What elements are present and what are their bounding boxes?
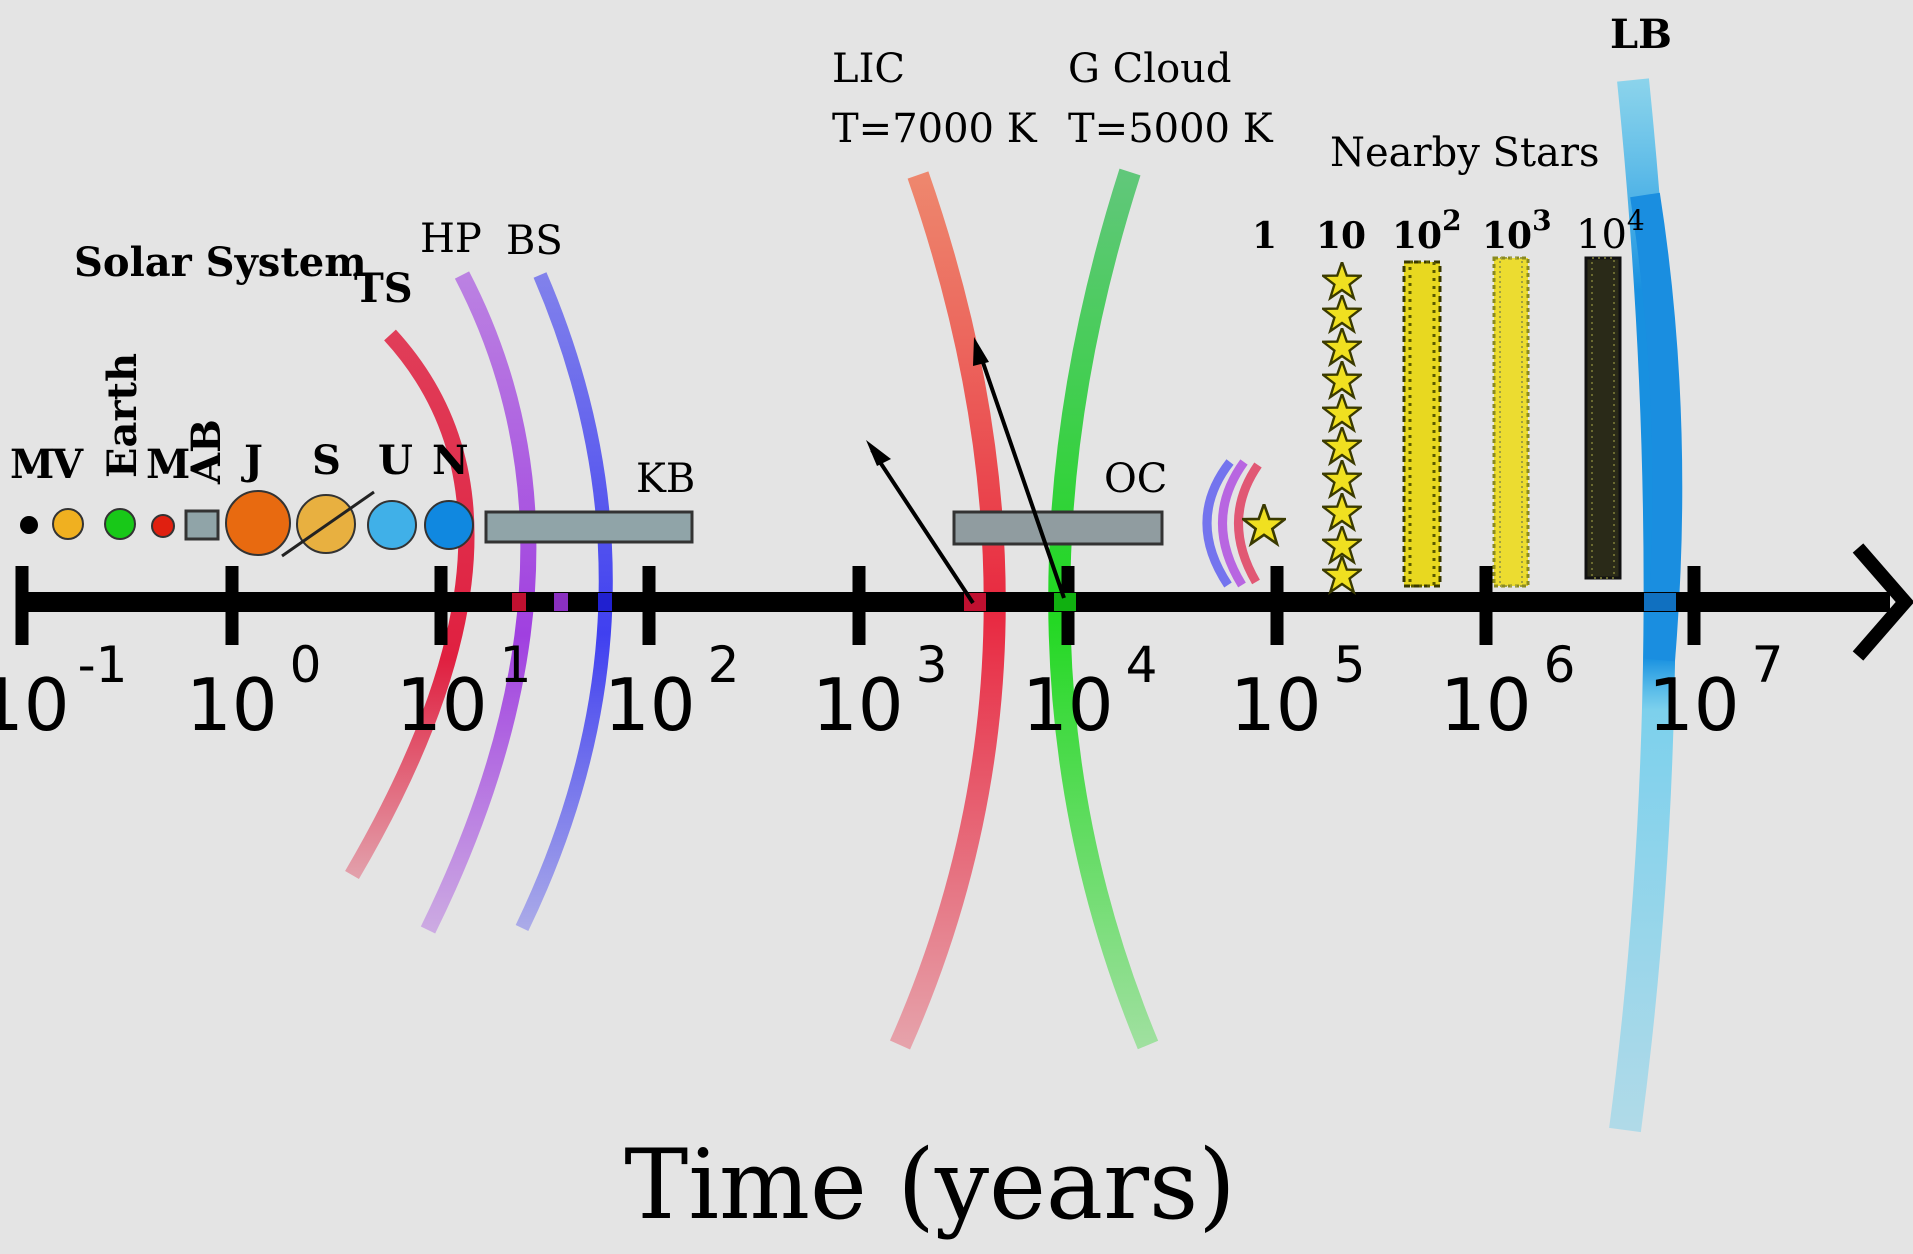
sun-star	[1242, 504, 1286, 546]
solar-system-title: Solar System	[74, 239, 367, 286]
planet-label-mars: M	[146, 441, 190, 488]
tick-labels: 10 -1 10 0 10 1 10 2 10 3 10 4 10 5 10 6 10 7	[0, 636, 1783, 747]
axis-bs-mark	[598, 593, 612, 611]
ts-label: TS	[354, 265, 413, 312]
planet-label-mercury: M	[10, 441, 54, 488]
star-column-100	[1402, 260, 1442, 588]
bs-label: BS	[506, 218, 563, 264]
tick-label-1: 10 0	[186, 636, 321, 747]
astrosphere-arc-blue	[1202, 459, 1234, 588]
planet-label-belt: AB	[183, 419, 230, 485]
astrosphere-arc-red	[1234, 462, 1262, 585]
tick-label-4: 10 3	[812, 636, 947, 747]
tick-label-5: 10 4	[1022, 636, 1157, 747]
planet-label-saturn: S	[312, 437, 341, 484]
oort-cloud-bar	[952, 510, 1164, 546]
saturn-ring	[281, 490, 375, 558]
planet-label-uranus: U	[378, 437, 413, 484]
venus-dot	[52, 508, 84, 540]
hp-label: HP	[420, 216, 482, 262]
mars-dot	[151, 514, 175, 538]
axis-ts-mark	[512, 593, 526, 611]
star-column-10000	[1584, 256, 1622, 580]
star-count-100: 102	[1392, 204, 1462, 257]
planet-label-earth: Earth	[99, 353, 146, 478]
asteroid-belt-box	[184, 509, 220, 541]
oc-label: OC	[1104, 456, 1167, 502]
lic-name: LIC	[832, 46, 905, 92]
nearby-stars-title: Nearby Stars	[1330, 130, 1600, 176]
axis-lb-mark	[1644, 593, 1676, 611]
kb-label: KB	[636, 456, 695, 502]
lb-label: LB	[1610, 11, 1672, 58]
star-column-1000	[1492, 256, 1530, 588]
earth-dot	[104, 508, 136, 540]
planet-label-neptune: N	[432, 437, 469, 484]
neptune-dot	[424, 500, 474, 550]
star-count-10000: 104	[1576, 204, 1645, 258]
solar-system-bodies	[20, 490, 474, 558]
lic-temp: T=7000 K	[832, 106, 1038, 152]
star-count-1: 1	[1252, 215, 1277, 257]
kuiper-belt-bar	[484, 510, 694, 544]
tick-label-6: 10 5	[1230, 636, 1365, 747]
axis-title: Time (years)	[624, 1129, 1235, 1241]
lic-arc	[889, 171, 1006, 1050]
tick-label-0: 10 -1	[0, 636, 127, 747]
tick-label-3: 10 2	[604, 636, 739, 747]
star-column-10	[1322, 262, 1362, 594]
velocity-arrow-left	[866, 440, 975, 605]
tick-label-8: 10 7	[1648, 636, 1783, 747]
axis-g-mark	[1054, 593, 1076, 611]
star-count-1000: 103	[1482, 204, 1552, 257]
velocity-arrow-right	[973, 337, 1066, 599]
mercury-dot	[20, 516, 38, 534]
tick-label-7: 10 6	[1440, 636, 1575, 747]
planet-label-jupiter: J	[241, 437, 263, 484]
star-count-10: 10	[1316, 215, 1366, 257]
astrosphere-arc-purple	[1218, 459, 1248, 588]
jupiter-dot	[225, 490, 291, 556]
g-cloud-name: G Cloud	[1068, 46, 1232, 92]
tick-label-2: 10 1	[396, 636, 531, 747]
axis-hp-mark	[554, 593, 568, 611]
heliopause-arc	[420, 271, 537, 934]
g-cloud-arc	[1048, 168, 1159, 1050]
uranus-dot	[367, 500, 417, 550]
termination-shock-arc	[345, 329, 475, 880]
planet-label-venus: V	[51, 441, 84, 488]
g-cloud-temp: T=5000 K	[1068, 106, 1274, 152]
